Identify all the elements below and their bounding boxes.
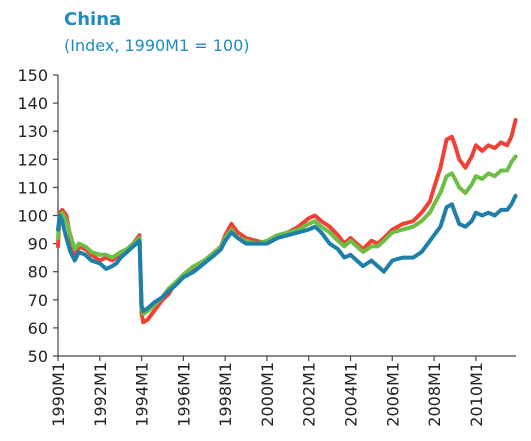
y-tick-label: 120 — [17, 150, 48, 169]
y-tick-label: 80 — [28, 263, 48, 282]
chart-subtitle: (Index, 1990M1 = 100) — [64, 36, 250, 55]
x-tick-label: 2008M1 — [425, 362, 444, 427]
y-tick-label: 60 — [28, 319, 48, 338]
y-tick-label: 70 — [28, 291, 48, 310]
x-tick-label: 2010M1 — [467, 362, 486, 427]
chart-title: China — [64, 9, 122, 30]
x-tick-label: 1996M1 — [174, 362, 193, 427]
y-tick-label: 150 — [17, 66, 48, 85]
x-tick-label: 2000M1 — [258, 362, 277, 427]
y-tick-label: 110 — [17, 178, 48, 197]
y-tick-label: 100 — [17, 207, 48, 226]
x-axis-ticks: 1990M1 1992M1 1994M1 1996M1 1998M1 2000M1 2002… — [49, 356, 486, 427]
x-tick-label: 2004M1 — [342, 362, 361, 427]
chart-series — [56, 118, 518, 325]
series-line-3 — [56, 193, 518, 313]
chart-axes — [57, 75, 516, 357]
y-tick-label: 90 — [28, 235, 48, 254]
x-tick-label: 2002M1 — [300, 362, 319, 427]
y-tick-label: 50 — [28, 347, 48, 366]
y-tick-label: 130 — [17, 122, 48, 141]
y-axis-ticks: 50 60 70 80 90 100 110 120 130 140 150 — [17, 66, 58, 366]
x-tick-label: 1998M1 — [216, 362, 235, 427]
x-tick-label: 1990M1 — [49, 362, 68, 427]
x-tick-label: 1994M1 — [133, 362, 152, 427]
x-tick-label: 2006M1 — [383, 362, 402, 427]
series-line-2 — [56, 154, 518, 316]
y-tick-label: 140 — [17, 94, 48, 113]
series-line-1 — [56, 118, 518, 325]
x-tick-label: 1992M1 — [91, 362, 110, 427]
